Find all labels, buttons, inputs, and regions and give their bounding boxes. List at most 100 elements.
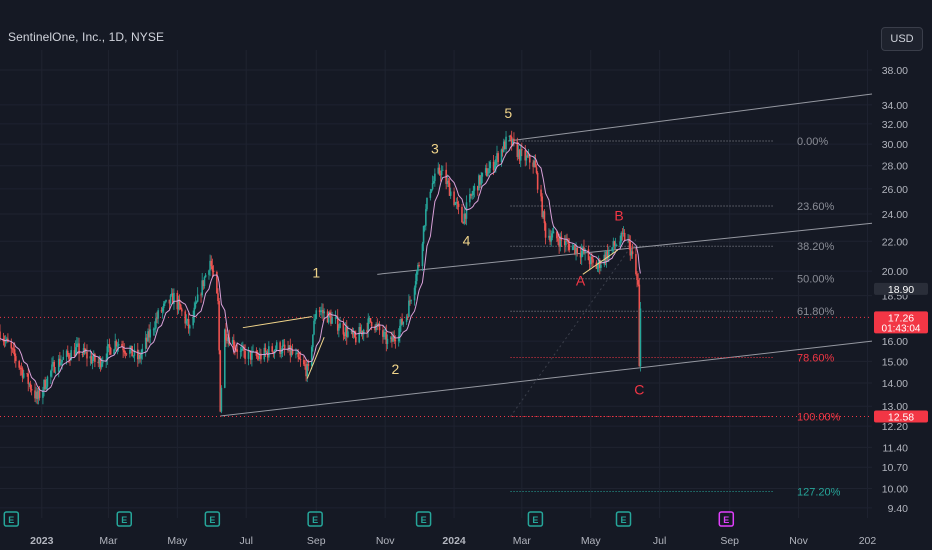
candle	[149, 321, 152, 344]
candle	[630, 248, 633, 259]
candle	[54, 367, 57, 375]
candle	[319, 306, 322, 316]
price-axis-label: 9.40	[888, 503, 909, 515]
candle	[304, 359, 306, 370]
candle	[414, 273, 417, 295]
price-axis-label: 26.00	[882, 184, 908, 196]
candle	[273, 349, 276, 359]
candle	[517, 144, 520, 160]
candle	[132, 355, 135, 359]
candle	[479, 175, 481, 189]
candle	[550, 230, 553, 247]
candle	[556, 231, 558, 243]
candle	[521, 142, 523, 157]
earnings-marker[interactable]: E	[3, 511, 20, 527]
candle	[29, 380, 32, 393]
fib-level-label: 61.80%	[797, 306, 835, 318]
candle	[210, 255, 213, 270]
candle	[413, 285, 416, 306]
candle	[417, 262, 419, 275]
candle	[345, 320, 348, 345]
candle	[312, 334, 314, 352]
candle	[60, 355, 62, 366]
candle	[473, 183, 476, 198]
candle	[613, 240, 616, 250]
candle	[156, 311, 158, 324]
earnings-marker[interactable]: E	[204, 511, 221, 527]
earnings-marker[interactable]: E	[615, 511, 632, 527]
candle	[392, 331, 394, 342]
candle	[543, 209, 546, 231]
candle	[133, 343, 136, 362]
earnings-marker[interactable]: E	[307, 511, 323, 527]
candle	[283, 338, 286, 356]
candle	[234, 341, 236, 356]
candle	[52, 356, 54, 367]
candle	[186, 318, 189, 327]
earnings-marker[interactable]: E	[527, 511, 544, 527]
candle	[382, 325, 384, 344]
candle	[314, 314, 316, 325]
candle	[34, 383, 36, 403]
time-axis-label: May	[581, 535, 602, 547]
candle	[195, 300, 198, 305]
candle	[62, 349, 65, 360]
candle	[155, 312, 157, 333]
candle	[367, 313, 370, 338]
candle	[208, 269, 210, 280]
svg-text:E: E	[532, 515, 538, 525]
candle	[400, 318, 402, 332]
candle	[421, 241, 424, 272]
candle	[385, 324, 388, 352]
candle	[535, 164, 538, 175]
candle	[366, 322, 368, 338]
candle	[376, 318, 379, 331]
candle	[140, 349, 142, 365]
fib-level-label: 78.60%	[797, 353, 835, 365]
candlestick-series	[0, 130, 642, 414]
candle	[101, 356, 104, 367]
candle	[18, 359, 21, 371]
candle	[330, 309, 332, 327]
candle	[334, 310, 337, 324]
candle	[496, 145, 498, 167]
currency-button[interactable]: USD	[881, 27, 923, 51]
svg-text:01:43:04: 01:43:04	[882, 323, 921, 334]
candle	[161, 306, 164, 319]
candle	[431, 175, 434, 191]
price-axis-label: 38.00	[882, 65, 908, 77]
svg-text:E: E	[8, 515, 14, 525]
candle	[504, 139, 506, 150]
candle	[122, 340, 124, 359]
price-axis-label: 10.70	[882, 462, 908, 474]
moving-average-line	[0, 142, 641, 393]
candle	[476, 185, 479, 196]
candle	[449, 187, 452, 199]
candle	[256, 349, 259, 361]
earnings-marker[interactable]: E	[718, 511, 735, 527]
candle	[289, 338, 292, 363]
candle	[629, 235, 632, 261]
candle	[315, 308, 318, 320]
candle	[231, 336, 234, 345]
wave-guide-line	[582, 249, 619, 275]
price-axis-label: 30.00	[882, 139, 908, 151]
candle	[13, 342, 16, 364]
candle	[352, 327, 355, 339]
fib-level-label: 0.00%	[797, 136, 828, 148]
candle	[21, 366, 24, 383]
candle	[406, 313, 409, 321]
candle	[268, 341, 270, 361]
candle	[588, 256, 591, 271]
candle	[59, 351, 61, 367]
candle	[502, 138, 505, 153]
candle	[563, 235, 566, 253]
earnings-marker[interactable]: E	[116, 511, 132, 527]
earnings-marker[interactable]: E	[415, 511, 432, 527]
candle	[573, 244, 575, 251]
wave-label: 3	[431, 141, 439, 157]
candle	[525, 151, 528, 166]
candle	[362, 328, 365, 341]
